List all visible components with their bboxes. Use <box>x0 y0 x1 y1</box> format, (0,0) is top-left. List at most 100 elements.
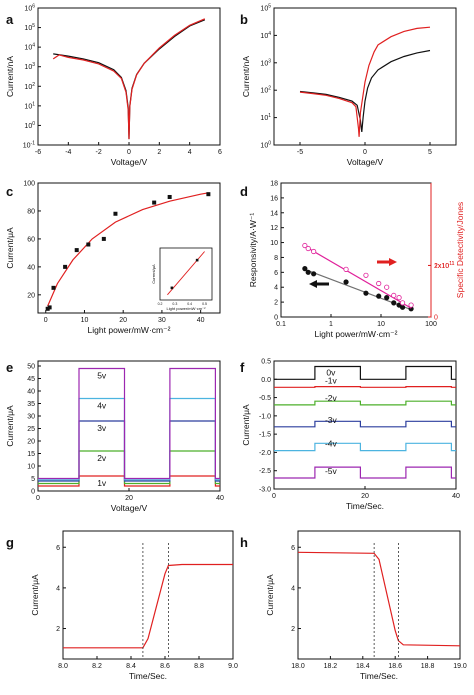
data-point <box>47 305 52 310</box>
data-point <box>343 266 349 272</box>
inset-frame <box>159 247 213 301</box>
y-tick-label: 101 <box>24 101 35 110</box>
x-tick-label: 20 <box>361 493 369 500</box>
y-tick-label: 40 <box>27 389 35 396</box>
data-point <box>391 300 397 306</box>
x-tick-label: 18.2 <box>324 663 338 670</box>
x-tick-label: 4 <box>188 149 192 156</box>
x-tick-label: 30 <box>158 317 166 324</box>
y-tick-label: 2 <box>291 626 295 633</box>
x-tick-label: 8.2 <box>92 663 102 670</box>
x-tick-label: 6 <box>218 149 222 156</box>
series-label: 5v <box>97 371 107 381</box>
data-point <box>391 292 397 299</box>
y-tick-label: 0.0 <box>261 377 271 384</box>
panel-letter: e <box>6 360 13 375</box>
y-tick-label: 10 <box>270 240 278 247</box>
x-axis-label: Light power/mW·cm⁻² <box>315 329 398 339</box>
y-tick-label: 20 <box>27 292 35 299</box>
arrow-right-icon <box>377 258 397 266</box>
y-tick-label: 60 <box>27 236 35 243</box>
x-axis-label: Time/Sec. <box>346 501 384 511</box>
y-tick-label: 15 <box>27 451 35 458</box>
y-tick-label: -1.5 <box>259 432 271 439</box>
x-tick-label: 10 <box>377 321 385 328</box>
y-axis-label: Current/nA <box>5 56 15 97</box>
y-tick-label: 40 <box>27 264 35 271</box>
data-point <box>408 302 414 308</box>
data-point <box>86 242 91 247</box>
y-tick-label: 0 <box>31 489 35 496</box>
y-tick-label: 4 <box>274 285 278 292</box>
panel-c: c 0 10 20 30 40 20 40 60 80 100 Light power/mW·cm⁻²… <box>5 181 221 335</box>
x-axis-label: Time/Sec. <box>129 671 167 681</box>
x-tick-label: -6 <box>35 149 41 156</box>
y-axis-label: Current/μA <box>30 574 40 616</box>
data-point <box>311 248 317 255</box>
x-tick-label: 20 <box>119 317 127 324</box>
series-label: 1v <box>97 478 107 488</box>
x-tick-label: 18.0 <box>291 663 305 670</box>
y2-tick-label: 2x1011 <box>434 261 455 270</box>
panel-g: g 8.0 8.2 8.4 8.6 8.8 9.0 2 4 6 Time/Sec. Current/μ… <box>6 530 238 681</box>
series-line-red <box>297 551 461 647</box>
series-line-red <box>52 18 206 140</box>
inset-x-tick-label: 0.2 <box>158 302 163 306</box>
x-tick-label: 0 <box>44 317 48 324</box>
x-axis-label: Time/Sec. <box>360 671 398 681</box>
panel-letter: f <box>240 360 245 375</box>
y-tick-label: 101 <box>260 113 271 122</box>
y-tick-label: 100 <box>24 121 35 130</box>
series-label: -5v <box>325 466 338 476</box>
axes-frame <box>297 530 461 660</box>
inset-x-tick-label: 0.5 <box>202 302 207 306</box>
data-point <box>384 295 390 301</box>
y-tick-label: 6 <box>274 270 278 277</box>
y-tick-label: 16 <box>270 195 278 202</box>
y2-tick-label: 0 <box>434 315 438 322</box>
axes-frame <box>273 7 457 146</box>
inset-x-tick-label: 0.4 <box>187 302 192 306</box>
y-tick-label: 105 <box>260 4 271 13</box>
series-line--4v <box>274 442 456 452</box>
x-tick-label: -2 <box>96 149 102 156</box>
panel-f: f 0 20 40 -3.0 -2.5 -2.0 -1.5 -1.0 -0.5 0.0 0.5 Time… <box>240 359 460 512</box>
data-point <box>206 192 211 197</box>
axes-frame <box>280 182 432 318</box>
axes-frame <box>37 182 221 314</box>
x-axis-label: Voltage/V <box>111 157 148 167</box>
y-axis-label: Current/nA <box>241 56 251 97</box>
y-tick-label: 0.5 <box>261 359 271 366</box>
series-label: 2v <box>97 453 107 463</box>
y-tick-label: 103 <box>24 62 35 71</box>
data-point <box>152 200 157 205</box>
x-tick-label: 0 <box>363 149 367 156</box>
data-point <box>396 295 402 301</box>
x-axis-label: Voltage/V <box>347 157 384 167</box>
y-tick-label: 30 <box>27 414 35 421</box>
data-point <box>376 293 382 299</box>
data-point <box>399 304 406 310</box>
x-tick-label: 19.0 <box>453 663 467 670</box>
y-tick-label: 25 <box>27 426 35 433</box>
y-tick-label: -2.0 <box>259 450 271 457</box>
series-line--3v <box>274 420 456 428</box>
x-tick-label: 1 <box>329 321 333 328</box>
y-tick-label: 4 <box>291 585 295 592</box>
axes-frame <box>273 360 457 490</box>
y-tick-label: 10 <box>27 464 35 471</box>
y-tick-label: 103 <box>260 58 271 67</box>
y-tick-label: 12 <box>270 225 278 232</box>
x-tick-label: 8.6 <box>160 663 170 670</box>
panel-letter: b <box>240 12 248 27</box>
x-tick-label: -5 <box>297 149 303 156</box>
y-tick-label: 102 <box>260 86 271 95</box>
inset-data-point <box>195 258 199 262</box>
fit-curve <box>47 192 209 307</box>
axes-frame <box>37 360 221 492</box>
y-tick-label: 20 <box>27 439 35 446</box>
y-tick-label: 104 <box>260 31 271 40</box>
data-point <box>101 236 106 241</box>
